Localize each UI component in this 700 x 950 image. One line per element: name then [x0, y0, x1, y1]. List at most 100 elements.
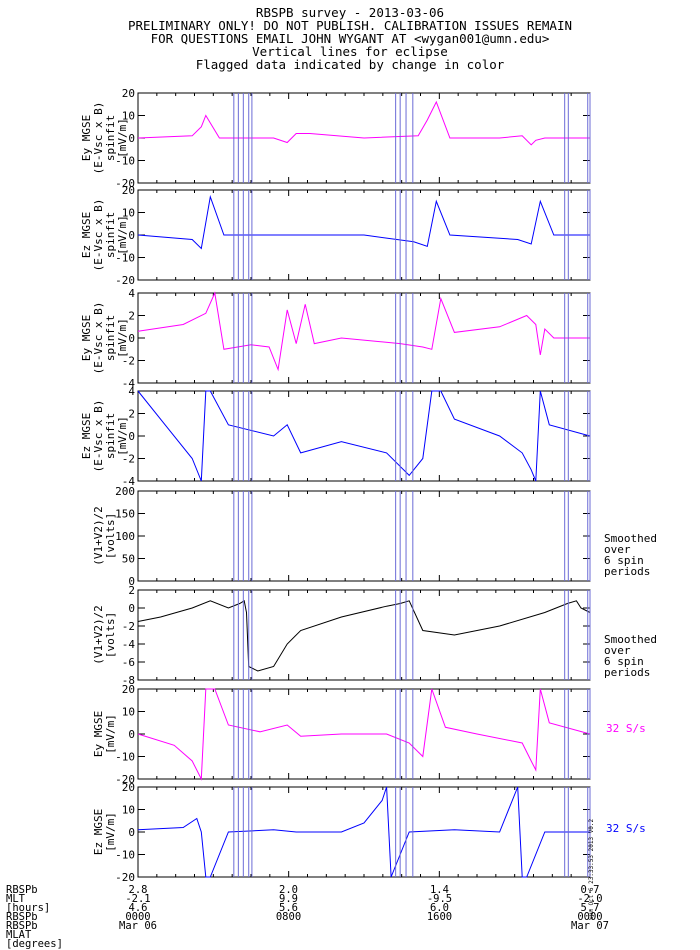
y-axis-label-line: [volts]	[104, 513, 117, 559]
y-tick-label: 0	[128, 332, 135, 345]
footer-tick-value: 6.0	[429, 902, 449, 914]
y-tick-label: 20	[122, 683, 135, 696]
footer-tick-value: 5.7	[580, 902, 600, 914]
y-axis-label-line: Ez MGSE	[80, 212, 93, 258]
y-axis-label-line: Ey MGSE	[92, 711, 105, 757]
smoothing-note-panel6: Smoothed over 6 spin periods	[604, 633, 657, 679]
y-tick-label: -10	[115, 751, 135, 764]
y-tick-label: 200	[115, 485, 135, 498]
title-block: RBSPB survey - 2013-03-06 PRELIMINARY ON…	[0, 6, 700, 71]
y-tick-label: 20	[122, 781, 135, 794]
footer-tick-value: 2.8	[128, 884, 148, 896]
title-line-2: PRELIMINARY ONLY! DO NOT PUBLISH. CALIBR…	[127, 18, 572, 33]
y-tick-label: -10	[115, 155, 135, 168]
smoothing-note-panel5: Smoothed over 6 spin periods	[604, 532, 657, 578]
footer-tick-value: Mar 06	[119, 920, 157, 932]
y-axis-label-line: spinfit	[104, 315, 117, 361]
y-axis-label-line: spinfit	[104, 212, 117, 258]
y-tick-label: 10	[122, 110, 135, 123]
y-tick-label: 0	[128, 229, 135, 242]
footer-tick-value: 1600	[426, 911, 453, 923]
panel-frame	[137, 292, 591, 384]
footer-tick-value: 0800	[275, 911, 302, 923]
footer-tick-value: 5.6	[279, 902, 298, 914]
y-tick-label: -20	[115, 871, 135, 884]
y-tick-label: -8	[122, 674, 135, 687]
y-axis-label-line: Ey MGSE	[80, 315, 93, 361]
y-axis-label: Ey MGSE[mV/m]	[92, 711, 117, 757]
y-tick-label: -20	[115, 773, 135, 786]
y-axis-label: Ey MGSE(E-Vsc x B)spinfit[mV/m]	[80, 102, 129, 175]
y-axis-label: Ez MGSE(E-Vsc x B)spinfit[mV/m]	[80, 400, 129, 473]
y-axis-label-line: Ey MGSE	[80, 115, 93, 161]
y-axis-label-line: (E-Vsc x B)	[92, 199, 105, 272]
y-tick-label: 0	[128, 602, 135, 615]
footer-label-rbspb-3: RBSPb	[6, 920, 38, 932]
footer-tick-value: 2.0	[279, 884, 298, 896]
y-tick-label: 150	[115, 508, 135, 521]
title-line-5: Flagged data indicated by change in colo…	[195, 57, 505, 72]
series-line	[137, 390, 591, 482]
footer-label-mlt: MLT	[6, 893, 25, 905]
footer-tick-value: Mar 07	[571, 920, 609, 932]
y-axis-label-line: [mV/m]	[116, 118, 129, 158]
y-axis-label-line: [mV/m]	[116, 416, 129, 456]
title-line-3: FOR QUESTIONS EMAIL JOHN WYGANT AT <wyga…	[150, 31, 550, 46]
y-tick-label: -6	[122, 656, 135, 669]
panel-frame	[137, 490, 591, 582]
y-tick-label: -4	[122, 638, 136, 651]
y-tick-label: 100	[115, 530, 135, 543]
panel-frame	[137, 390, 591, 482]
y-axis-label: Ey MGSE(E-Vsc x B)spinfit[mV/m]	[80, 302, 129, 375]
y-tick-label: -2	[122, 620, 135, 633]
y-axis-label-line: (E-Vsc x B)	[92, 102, 105, 175]
y-tick-label: 20	[122, 184, 135, 197]
y-tick-label: 50	[122, 553, 135, 566]
y-tick-label: -10	[115, 252, 135, 265]
series-line	[137, 291, 590, 372]
y-tick-label: 0	[128, 430, 135, 443]
series-line	[137, 194, 590, 250]
y-axis-label-line: [mV/m]	[116, 215, 129, 255]
y-axis-label: (V1+V2)/2[volts]	[92, 605, 117, 665]
y-tick-label: 10	[122, 804, 135, 817]
y-tick-label: 2	[128, 584, 135, 597]
y-axis-label-line: (V1+V2)/2	[92, 506, 105, 566]
y-axis-label-line: [mV/m]	[116, 318, 129, 358]
y-tick-label: -4	[122, 377, 136, 390]
sample-rate-panel7: 32 S/s	[606, 722, 646, 735]
y-tick-label: 0	[128, 575, 135, 588]
y-tick-label: 20	[122, 87, 135, 100]
panel-frame	[137, 589, 591, 681]
y-tick-label: 10	[122, 207, 135, 220]
footer-tick-value: 9.9	[279, 893, 298, 905]
footer-label-rbspb-2: RBSPb	[6, 911, 38, 923]
footer-label-rbspb: RBSPb	[6, 884, 38, 896]
footer-tick-value: 4.6	[128, 902, 148, 914]
footer-tick-value: -2.0	[577, 893, 603, 905]
footer-tick-value: -2.1	[125, 893, 151, 905]
y-axis-label: (V1+V2)/2[volts]	[92, 506, 117, 566]
y-axis-label: Ez MGSE(E-Vsc x B)spinfit[mV/m]	[80, 199, 129, 272]
y-axis-label-line: spinfit	[104, 413, 117, 459]
y-tick-label: -2	[122, 355, 135, 368]
y-tick-label: -4	[122, 475, 136, 488]
footer-tick-value: 1.4	[429, 884, 449, 896]
footer-tick-value: -9.5	[426, 893, 453, 905]
y-axis-label-line: (E-Vsc x B)	[92, 400, 105, 473]
title-line-4: Vertical lines for eclipse	[252, 44, 448, 59]
panel-frame	[137, 786, 591, 878]
y-tick-label: 0	[128, 826, 135, 839]
y-tick-label: 0	[128, 132, 135, 145]
y-axis-label-line: (E-Vsc x B)	[92, 302, 105, 375]
y-tick-label: 4	[128, 287, 135, 300]
y-axis-label-line: Ez MGSE	[80, 413, 93, 459]
y-tick-label: -10	[115, 849, 135, 862]
footer-tick-value: 0.7	[580, 884, 600, 896]
footer-tick-value: 0000	[577, 911, 603, 923]
y-axis-label-line: [volts]	[104, 612, 117, 658]
y-axis-label-line: [mV/m]	[104, 714, 117, 754]
y-axis-label: Ez MGSE[mV/m]	[92, 809, 117, 855]
y-axis-label-line: Ez MGSE	[92, 809, 105, 855]
y-tick-label: 2	[128, 408, 135, 421]
